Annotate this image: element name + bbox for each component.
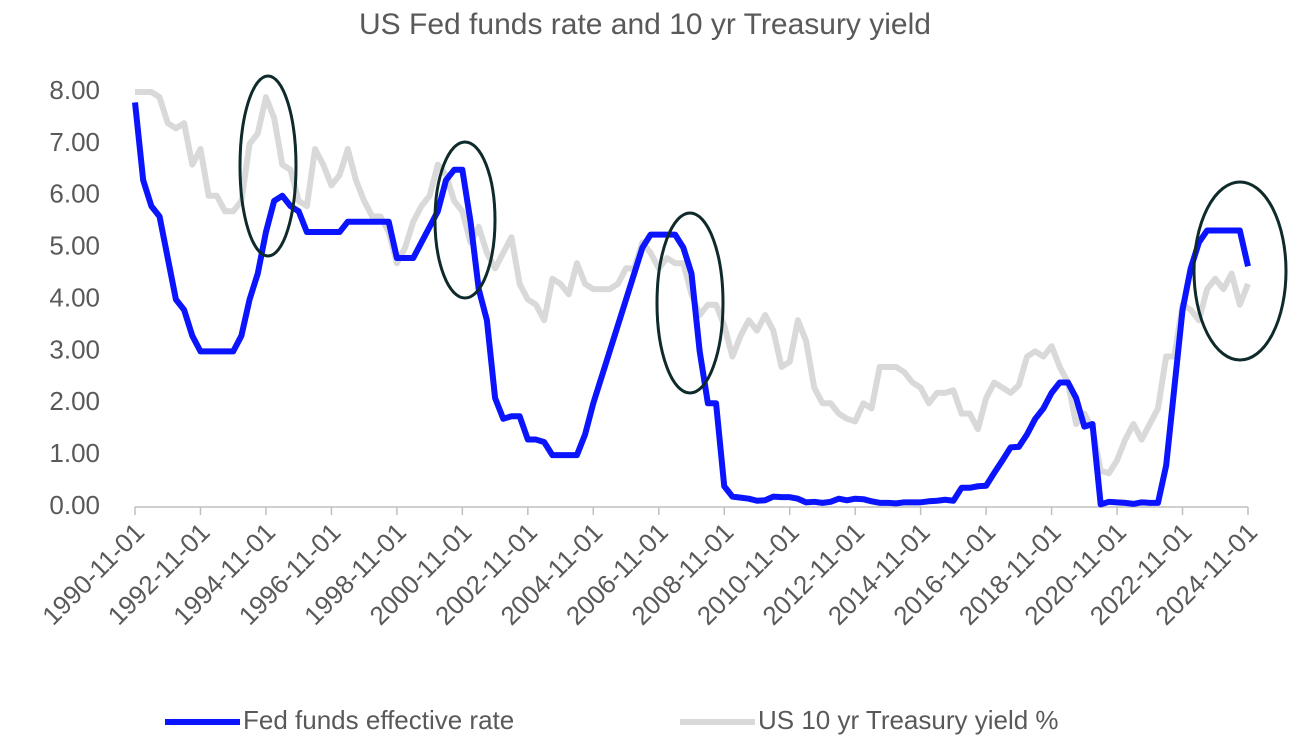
plot-area: 0.001.002.003.004.005.006.007.008.001990…: [36, 75, 1263, 735]
legend-label: Fed funds effective rate: [243, 705, 514, 735]
y-tick-label: 2.00: [49, 386, 100, 416]
highlight-ellipse: [238, 74, 298, 258]
highlight-ellipse: [1192, 180, 1288, 362]
y-tick-label: 1.00: [49, 438, 100, 468]
y-tick-label: 3.00: [49, 334, 100, 364]
y-tick-label: 0.00: [49, 490, 100, 520]
legend-label: US 10 yr Treasury yield %: [758, 705, 1059, 735]
highlight-ellipse: [655, 211, 725, 395]
series-line: [132, 102, 1251, 508]
y-tick-label: 7.00: [49, 127, 100, 157]
y-tick-label: 4.00: [49, 282, 100, 312]
chart-title: US Fed funds rate and 10 yr Treasury yie…: [359, 8, 931, 41]
y-tick-label: 5.00: [49, 231, 100, 261]
y-tick-label: 6.00: [49, 179, 100, 209]
y-tick-label: 8.00: [49, 75, 100, 105]
annotations: [238, 74, 1288, 395]
highlight-ellipse: [433, 140, 497, 300]
